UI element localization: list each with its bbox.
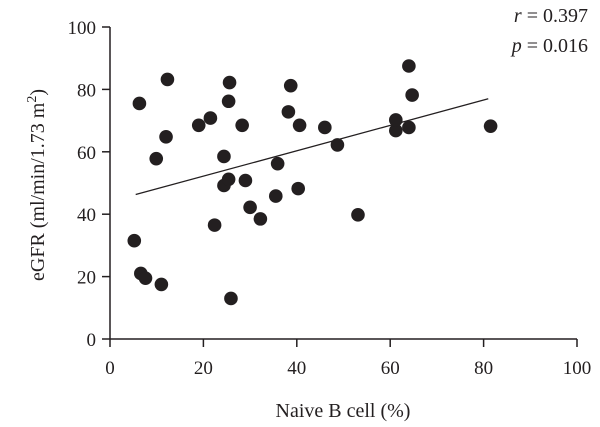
x-tick-label: 40	[287, 358, 306, 379]
y-tick-label: 100	[68, 18, 97, 39]
y-axis-title-superscript: 2	[25, 96, 40, 103]
data-point	[405, 88, 419, 102]
data-point	[253, 212, 268, 226]
data-point	[132, 96, 147, 111]
data-point	[191, 118, 206, 133]
data-point	[221, 172, 236, 187]
p-value: = 0.016	[522, 35, 588, 57]
data-point	[238, 173, 253, 188]
y-axis-title: eGFR (ml/min/1.73 m2)	[25, 89, 49, 281]
data-point	[221, 94, 236, 109]
data-point	[402, 120, 416, 135]
p-symbol: p	[510, 35, 522, 57]
y-tick-label: 80	[77, 80, 96, 101]
x-tick-label: 100	[563, 358, 592, 379]
data-point	[318, 120, 332, 135]
data-point	[138, 271, 153, 285]
data-point	[268, 189, 283, 203]
data-point	[389, 113, 403, 127]
data-point	[402, 59, 416, 73]
data-point	[203, 111, 218, 125]
data-point	[160, 72, 175, 87]
correlation-r-label: r = 0.397	[514, 5, 588, 27]
data-point	[149, 151, 164, 166]
y-axis: 0 20 40 60 80 100	[68, 18, 111, 351]
y-axis-title-main: eGFR (ml/min/1.73 m	[27, 102, 49, 281]
data-point	[224, 291, 238, 306]
data-point	[235, 118, 249, 133]
data-point	[127, 233, 142, 248]
p-value-label: p = 0.016	[510, 35, 588, 57]
data-point	[351, 208, 365, 222]
x-tick-label: 80	[474, 358, 493, 379]
y-tick-label: 40	[77, 205, 96, 226]
x-tick-label: 0	[105, 358, 115, 379]
x-ticks: 0 20 40 60 80 100	[105, 339, 591, 379]
y-tick-label: 60	[77, 143, 96, 164]
data-point	[243, 200, 257, 215]
r-symbol: r	[514, 5, 522, 27]
trend-line	[135, 98, 489, 196]
x-axis-title: Naive B cell (%)	[276, 400, 411, 422]
data-point	[281, 105, 296, 119]
data-point	[483, 119, 498, 134]
x-axis: 0 20 40 60 80 100	[105, 338, 591, 379]
x-tick-label: 60	[381, 358, 400, 379]
y-tick-label: 0	[87, 330, 97, 351]
data-point	[291, 181, 306, 196]
data-points	[127, 59, 498, 306]
data-point	[330, 138, 345, 152]
data-point	[389, 123, 403, 138]
data-point	[217, 149, 231, 164]
data-point	[270, 156, 285, 171]
data-point	[159, 130, 173, 144]
y-tick-label: 20	[77, 268, 96, 289]
x-tick-label: 20	[194, 358, 213, 379]
r-value: = 0.397	[522, 5, 588, 27]
data-point	[292, 118, 307, 133]
data-point	[154, 277, 169, 292]
data-point	[283, 78, 298, 93]
data-point	[222, 75, 237, 90]
data-point	[207, 218, 222, 232]
y-ticks: 0 20 40 60 80 100	[68, 18, 110, 351]
y-axis-title-close: )	[27, 89, 49, 96]
